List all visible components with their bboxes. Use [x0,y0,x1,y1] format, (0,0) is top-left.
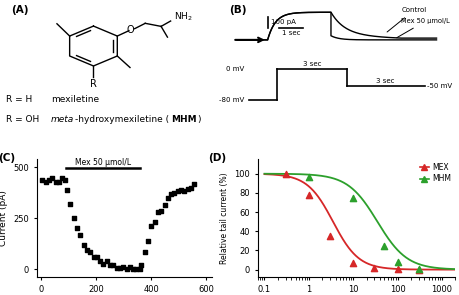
Point [129,266,136,271]
Point [380,243,387,248]
Legend: MEX, MHM: MEX, MHM [419,163,451,183]
Point [304,192,312,197]
Point [39,178,46,183]
Text: ): ) [197,115,200,124]
Text: -hydroxymexiletine (: -hydroxymexiletine ( [75,115,169,124]
Text: 100 pA: 100 pA [270,19,296,25]
Point [63,188,71,192]
Text: R: R [90,79,97,89]
Point [52,180,59,185]
Text: 1 sec: 1 sec [281,30,300,36]
Point [414,266,421,271]
Point [86,250,94,255]
Point [67,201,74,206]
Text: NH$_2$: NH$_2$ [174,11,192,23]
Text: Mex 50 μmol/L: Mex 50 μmol/L [75,158,131,167]
Point [393,266,400,271]
Point [349,195,356,200]
Point [90,254,97,259]
Point [96,259,104,264]
Point [137,263,145,267]
Point [170,191,178,195]
Text: meta: meta [51,115,74,124]
Y-axis label: Relative tail current (%): Relative tail current (%) [219,173,228,264]
Point [109,263,117,268]
Point [281,171,289,176]
Text: mexiletine: mexiletine [51,95,99,104]
Point [184,186,191,191]
Text: (B): (B) [229,5,246,14]
Point [83,248,90,253]
Text: (A): (A) [11,5,28,14]
Point [141,250,148,255]
Text: O: O [126,25,134,35]
Point [190,181,197,186]
Point [123,266,130,271]
Point [113,266,120,271]
Point [58,176,66,180]
Y-axis label: Current (pA): Current (pA) [0,190,8,246]
Point [126,265,133,270]
Point [187,185,194,190]
Point [42,180,49,184]
Text: (D): (D) [208,153,226,163]
Point [180,189,188,194]
Point [55,180,62,185]
Point [349,260,356,265]
Text: -80 mV: -80 mV [218,97,244,103]
Text: MHM: MHM [170,115,196,124]
Point [93,255,100,260]
Point [161,202,168,207]
Text: 0 mV: 0 mV [225,66,244,72]
Text: R = OH: R = OH [6,115,39,124]
Point [151,219,158,224]
Text: R = H: R = H [6,95,32,104]
Point [80,243,87,248]
Point [157,208,164,213]
Point [147,224,155,229]
Point [106,262,113,267]
Point [304,174,312,179]
Point [177,188,185,193]
Point [45,178,52,183]
Point [164,196,171,200]
Point [144,239,151,243]
Point [73,226,80,230]
Point [174,189,181,194]
Point [133,266,140,271]
Point [414,267,421,272]
Point [62,178,69,182]
Point [370,265,377,270]
Text: 3 sec: 3 sec [375,78,393,84]
Text: 3 sec: 3 sec [302,61,321,67]
Point [119,265,127,269]
Point [136,266,143,271]
Point [325,234,333,238]
Text: (C): (C) [0,153,16,163]
Point [116,265,123,270]
Text: -50 mV: -50 mV [426,83,451,89]
Point [77,233,84,237]
Point [103,258,110,263]
Point [100,262,107,266]
Point [49,176,56,180]
Point [167,192,174,196]
Point [154,209,161,214]
Point [70,216,77,220]
Text: Mex 50 μmol/L: Mex 50 μmol/L [396,18,449,38]
Point [393,260,400,264]
Text: Control: Control [386,7,425,32]
